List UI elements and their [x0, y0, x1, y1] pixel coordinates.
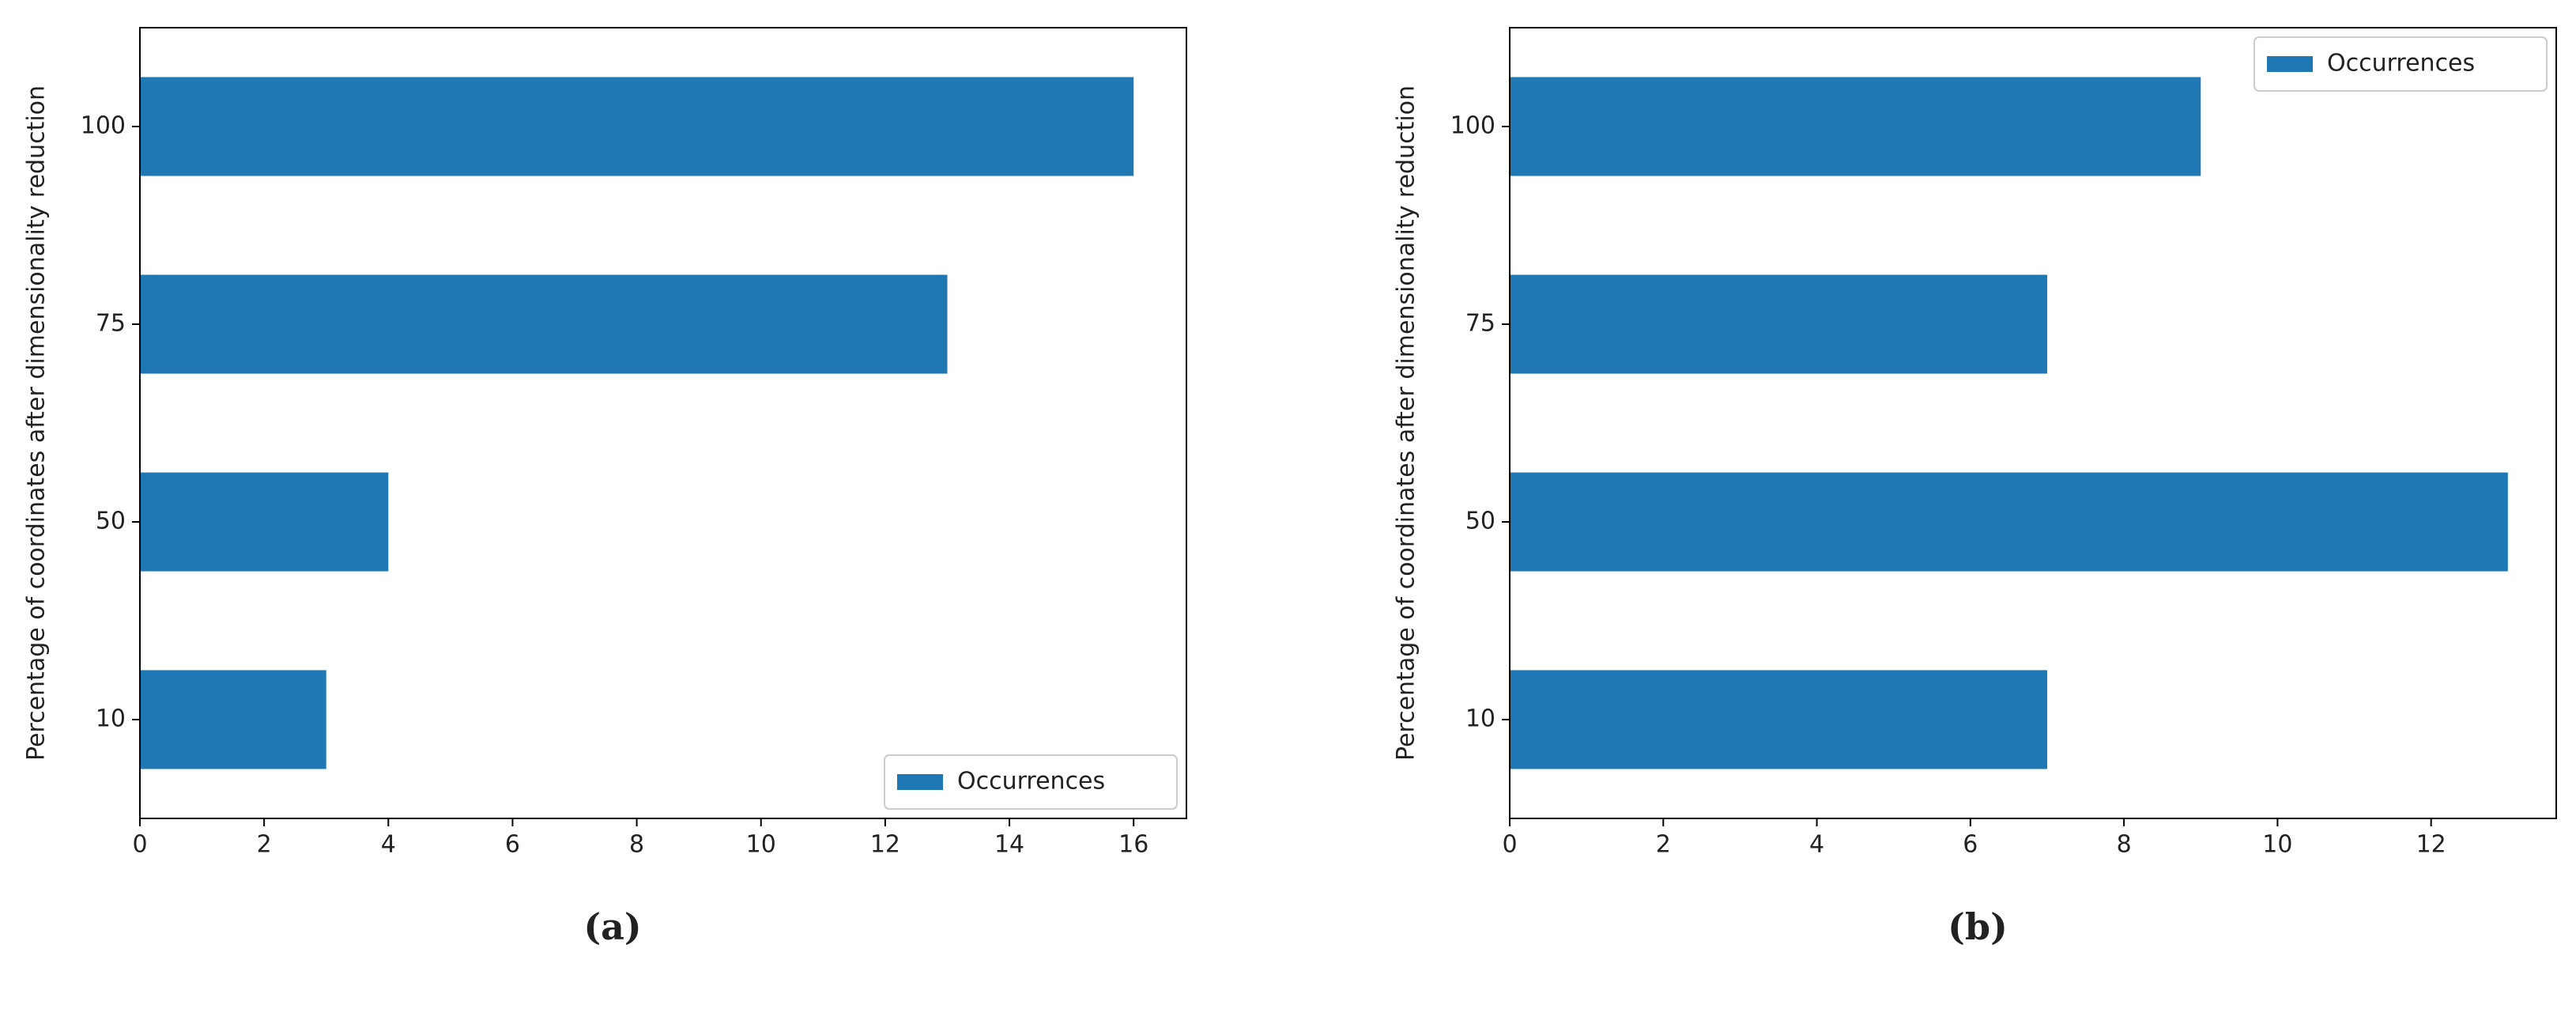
bar [140, 77, 1134, 176]
y-tick-label: 75 [1465, 310, 1495, 338]
x-tick-label: 4 [1809, 831, 1824, 859]
x-tick-label: 10 [2262, 831, 2292, 859]
plot-frame [139, 27, 1187, 819]
caption: (b) [1948, 905, 2008, 948]
bar [1510, 274, 2047, 374]
bar [140, 472, 389, 572]
x-tick-label: 2 [257, 831, 272, 859]
x-tick-label: 6 [1963, 831, 1978, 859]
y-tick-label: 100 [81, 112, 126, 140]
bar [1510, 472, 2508, 572]
legend-box [2254, 36, 2548, 92]
y-tick-label: 10 [1465, 705, 1495, 733]
legend-swatch [2267, 56, 2313, 72]
bar [140, 274, 948, 374]
x-tick-label: 12 [2416, 831, 2446, 859]
x-tick-label: 0 [1502, 831, 1517, 859]
bar [1510, 77, 2201, 176]
legend-swatch [897, 774, 943, 790]
x-tick-label: 2 [1656, 831, 1671, 859]
y-tick-label: 50 [96, 508, 126, 535]
x-tick-label: 14 [994, 831, 1024, 859]
y-axis-label: Percentage of coordinates after dimensio… [1393, 85, 1420, 761]
x-tick-label: 0 [132, 831, 147, 859]
y-tick-label: 50 [1465, 508, 1495, 535]
x-tick-label: 10 [746, 831, 776, 859]
legend-label: Occurrences [2327, 50, 2475, 77]
bar [140, 670, 326, 769]
caption: (a) [583, 905, 641, 948]
bar [1510, 670, 2047, 769]
legend-box [884, 754, 1178, 810]
plot-frame [1509, 27, 2557, 819]
x-tick-label: 6 [505, 831, 520, 859]
x-tick-label: 4 [381, 831, 396, 859]
x-tick-label: 16 [1118, 831, 1148, 859]
y-tick-label: 10 [96, 705, 126, 733]
y-tick-label: 75 [96, 310, 126, 338]
x-tick-label: 12 [870, 831, 900, 859]
y-axis-label: Percentage of coordinates after dimensio… [23, 85, 51, 761]
y-tick-label: 100 [1450, 112, 1495, 140]
x-tick-label: 8 [2117, 831, 2132, 859]
legend-label: Occurrences [957, 768, 1105, 795]
x-tick-label: 8 [629, 831, 644, 859]
